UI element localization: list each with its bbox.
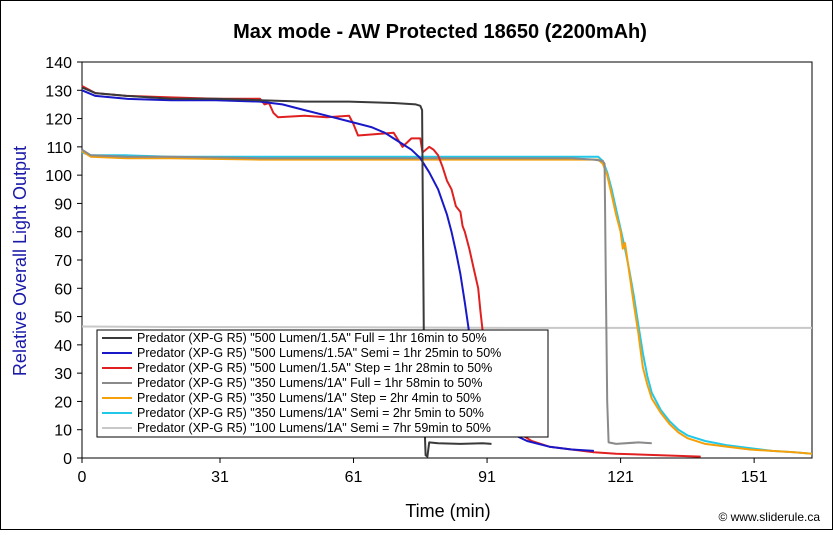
legend-box [96,329,549,438]
x-tick-label: 121 [607,469,634,486]
x-axis-label: Time (min) [405,501,490,521]
y-tick-label: 100 [45,168,72,185]
series-line-4 [81,148,652,445]
y-tick-label: 60 [54,281,72,298]
y-tick-label: 120 [45,112,72,129]
y-tick-label: 10 [54,423,72,440]
x-tick-label: 61 [345,469,363,486]
y-tick-label: 110 [46,140,72,157]
y-tick-label: 140 [45,55,72,72]
y-tick-label: 70 [54,253,72,270]
y-tick-label: 40 [54,338,72,355]
y-tick-label: 50 [54,310,72,327]
y-tick-label: 90 [54,196,72,213]
legend-entry: Predator (XP-G R5) "500 Lumen/1.5A" Step… [137,361,492,375]
x-tick-label: 31 [211,469,229,486]
legend-entry: Predator (XP-G R5) "350 Lumens/1A" Semi … [137,406,484,420]
series-line-1 [81,86,492,458]
y-tick-label: 0 [63,451,72,468]
y-tick-label: 30 [54,366,72,383]
chart-title: Max mode - AW Protected 18650 (2200mAh) [233,21,647,43]
legend-entry: Predator (XP-G R5) "100 Lumens/1A" Semi … [137,421,491,435]
legend: Predator (XP-G R5) "500 Lumen/1.5A" Full… [96,329,549,438]
x-tick-label: 151 [741,469,768,486]
series-line-7 [81,325,812,329]
y-tick-label: 130 [45,83,72,100]
y-tick-label: 20 [54,394,72,411]
x-tick-label: 91 [478,469,496,486]
y-axis-label: Relative Overall Light Output [10,146,30,376]
y-tick-label: 80 [54,225,72,242]
legend-entry: Predator (XP-G R5) "350 Lumens/1A" Step … [137,391,481,405]
legend-entry: Predator (XP-G R5) "500 Lumen/1.5A" Full… [137,331,487,345]
legend-entry: Predator (XP-G R5) "350 Lumens/1A" Full … [137,376,483,390]
x-tick-label: 0 [78,469,87,486]
legend-entry: Predator (XP-G R5) "500 Lumens/1.5A" Sem… [137,346,501,360]
credit-text: © www.sliderule.ca [718,510,820,524]
series-line-5 [81,150,813,455]
